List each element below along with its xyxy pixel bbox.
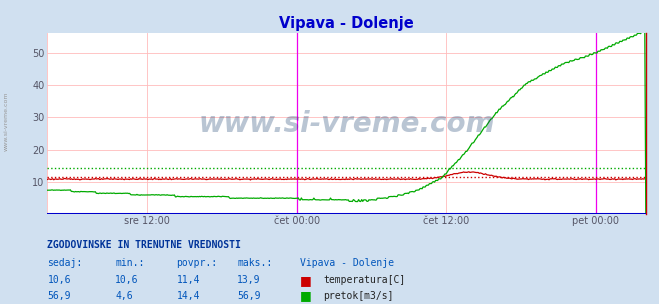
Text: povpr.:: povpr.: <box>177 258 217 268</box>
Text: 56,9: 56,9 <box>47 291 71 301</box>
Text: 10,6: 10,6 <box>47 275 71 285</box>
Text: Vipava - Dolenje: Vipava - Dolenje <box>300 258 394 268</box>
Text: temperatura[C]: temperatura[C] <box>324 275 406 285</box>
Text: maks.:: maks.: <box>237 258 272 268</box>
Text: 56,9: 56,9 <box>237 291 261 301</box>
Text: 13,9: 13,9 <box>237 275 261 285</box>
Text: www.si-vreme.com: www.si-vreme.com <box>3 92 9 151</box>
Text: min.:: min.: <box>115 258 145 268</box>
Text: 4,6: 4,6 <box>115 291 133 301</box>
Text: 14,4: 14,4 <box>177 291 200 301</box>
Title: Vipava - Dolenje: Vipava - Dolenje <box>279 16 414 31</box>
Text: 10,6: 10,6 <box>115 275 139 285</box>
Text: sedaj:: sedaj: <box>47 258 82 268</box>
Text: pretok[m3/s]: pretok[m3/s] <box>324 291 394 301</box>
Text: ZGODOVINSKE IN TRENUTNE VREDNOSTI: ZGODOVINSKE IN TRENUTNE VREDNOSTI <box>47 240 241 250</box>
Text: ■: ■ <box>300 274 312 287</box>
Text: 11,4: 11,4 <box>177 275 200 285</box>
Text: ■: ■ <box>300 289 312 302</box>
Text: www.si-vreme.com: www.si-vreme.com <box>198 110 495 138</box>
